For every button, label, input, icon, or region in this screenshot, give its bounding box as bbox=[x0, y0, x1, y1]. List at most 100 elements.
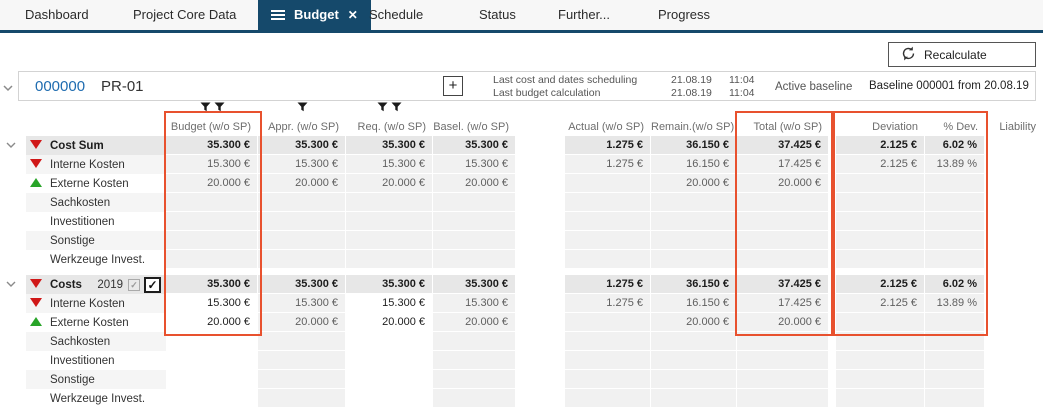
row-label-cell: Sachkosten bbox=[0, 193, 166, 212]
tab-label: Progress bbox=[658, 7, 711, 22]
tab-schedule[interactable]: Schedule bbox=[369, 0, 423, 30]
cell-actual bbox=[565, 313, 651, 332]
project-header: 000000 PR-01 + Last cost and dates sched… bbox=[18, 71, 1036, 101]
expander-spacer bbox=[0, 332, 26, 351]
year-checkbox[interactable]: ✓ bbox=[128, 278, 140, 291]
column-spacer bbox=[516, 294, 565, 313]
cell-req[interactable]: 20.000 € bbox=[346, 313, 433, 332]
column-header-pctdev[interactable]: % Dev. bbox=[943, 121, 978, 133]
cell-remain: 20.000 € bbox=[651, 313, 737, 332]
column-header-remain[interactable]: Remain.(w/o SP) bbox=[651, 121, 735, 133]
column-header-liability[interactable]: Liability bbox=[999, 121, 1036, 133]
column-spacer bbox=[829, 250, 836, 269]
menu-icon[interactable] bbox=[271, 8, 285, 22]
project-id[interactable]: 000000 bbox=[35, 78, 86, 95]
row-label-text: Costs bbox=[50, 278, 82, 291]
filter-icon[interactable] bbox=[297, 99, 308, 117]
cell-budget[interactable]: 15.300 € bbox=[166, 294, 258, 313]
table-row: Externe Kosten 20.000 €20.000 €20.000 €20… bbox=[0, 174, 1043, 193]
add-button[interactable]: + bbox=[443, 76, 463, 96]
cell-budget[interactable]: 20.000 € bbox=[166, 313, 258, 332]
cell-remain: 36.150 € bbox=[651, 275, 737, 294]
last-budget-calc-date: 21.08.19 bbox=[671, 87, 712, 99]
cell-liability bbox=[985, 136, 1043, 155]
cell-budget[interactable] bbox=[166, 351, 258, 370]
cell-actual: 1.275 € bbox=[565, 294, 651, 313]
row-label-text: Werkzeuge Invest. bbox=[50, 253, 146, 266]
cell-req[interactable] bbox=[346, 370, 433, 389]
cell-budget[interactable] bbox=[166, 389, 258, 408]
row-label-zone: Externe Kosten bbox=[26, 313, 166, 332]
column-spacer bbox=[829, 231, 836, 250]
cell-total bbox=[737, 389, 829, 408]
column-header-req[interactable]: Req. (w/o SP) bbox=[357, 121, 426, 133]
column-header-actual[interactable]: Actual (w/o SP) bbox=[568, 121, 644, 133]
cell-req[interactable] bbox=[346, 332, 433, 351]
cell-budget[interactable] bbox=[166, 370, 258, 389]
cell-total: 17.425 € bbox=[737, 294, 829, 313]
cell-remain bbox=[651, 351, 737, 370]
cell-deviation bbox=[836, 313, 925, 332]
cell-actual bbox=[565, 250, 651, 269]
cell-remain: 20.000 € bbox=[651, 174, 737, 193]
row-checkbox[interactable]: ✓ bbox=[144, 276, 161, 293]
column-header-appr[interactable]: Appr. (w/o SP) bbox=[268, 121, 339, 133]
table-row: Cost Sum 35.300 €35.300 €35.300 €35.300 €… bbox=[0, 136, 1043, 155]
cell-deviation bbox=[836, 370, 925, 389]
budget-table: Budget (w/o SP) Appr. (w/o SP) Req. (w/o S… bbox=[0, 102, 1043, 408]
column-spacer bbox=[829, 313, 836, 332]
scheduling-info: Last cost and dates scheduling 21.08.19 … bbox=[493, 74, 769, 100]
column-spacer bbox=[829, 370, 836, 389]
cell-budget[interactable] bbox=[166, 332, 258, 351]
tab-project-core-data[interactable]: Project Core Data bbox=[133, 0, 236, 30]
column-header-budget[interactable]: Budget (w/o SP) bbox=[170, 121, 251, 133]
cell-req: 20.000 € bbox=[346, 174, 433, 193]
cell-remain bbox=[651, 389, 737, 408]
tab-status[interactable]: Status bbox=[479, 0, 516, 30]
cell-remain bbox=[651, 193, 737, 212]
header-spacer bbox=[829, 117, 836, 136]
cell-budget: 20.000 € bbox=[166, 174, 258, 193]
cell-req[interactable]: 15.300 € bbox=[346, 294, 433, 313]
last-budget-calc-label: Last budget calculation bbox=[493, 87, 601, 99]
filter-cell-remain bbox=[651, 104, 737, 117]
chevron-down-icon[interactable] bbox=[3, 79, 13, 97]
column-header-basel[interactable]: Basel. (w/o SP) bbox=[433, 121, 509, 133]
row-label-zone: Interne Kosten bbox=[26, 294, 166, 313]
cell-liability bbox=[985, 370, 1043, 389]
tab-budget[interactable]: Budget ✕ bbox=[258, 0, 371, 30]
tab-dashboard[interactable]: Dashboard bbox=[25, 0, 89, 30]
cell-deviation bbox=[836, 250, 925, 269]
tab-progress[interactable]: Progress bbox=[658, 0, 710, 30]
column-header-total[interactable]: Total (w/o SP) bbox=[753, 121, 822, 133]
filter-icon[interactable] bbox=[200, 99, 211, 117]
recalculate-button[interactable]: Recalculate bbox=[888, 42, 1036, 67]
filter-icon[interactable] bbox=[377, 99, 388, 117]
cell-deviation: 2.125 € bbox=[836, 155, 925, 174]
row-label-cell: Werkzeuge Invest. bbox=[0, 250, 166, 269]
close-icon[interactable]: ✕ bbox=[347, 8, 358, 22]
expander-chevron-icon[interactable] bbox=[0, 275, 26, 294]
cell-pctdev: 6.02 % bbox=[925, 275, 985, 294]
table-row: Costs 2019 ✓ ✓ 35.300 €35.300 €35.300 €35.30… bbox=[0, 275, 1043, 294]
expander-spacer bbox=[0, 231, 26, 250]
cell-req[interactable] bbox=[346, 389, 433, 408]
row-label-zone: Investitionen bbox=[26, 212, 166, 231]
cell-basel: 15.300 € bbox=[433, 155, 516, 174]
cell-appr: 20.000 € bbox=[258, 174, 346, 193]
column-header-deviation[interactable]: Deviation bbox=[872, 121, 918, 133]
cell-budget bbox=[166, 193, 258, 212]
table-row: Sachkosten bbox=[0, 332, 1043, 351]
filter-icon[interactable] bbox=[214, 99, 225, 117]
expander-spacer bbox=[0, 370, 26, 389]
cell-remain bbox=[651, 231, 737, 250]
row-label-cell: Externe Kosten bbox=[0, 313, 166, 332]
table-row: Werkzeuge Invest. bbox=[0, 250, 1043, 269]
expander-chevron-icon[interactable] bbox=[0, 136, 26, 155]
active-baseline-label: Active baseline bbox=[775, 81, 853, 93]
last-scheduling-time: 11:04 bbox=[729, 74, 755, 86]
cell-req bbox=[346, 212, 433, 231]
cell-req[interactable] bbox=[346, 351, 433, 370]
filter-icon[interactable] bbox=[391, 99, 402, 117]
tab-further[interactable]: Further... bbox=[558, 0, 610, 30]
